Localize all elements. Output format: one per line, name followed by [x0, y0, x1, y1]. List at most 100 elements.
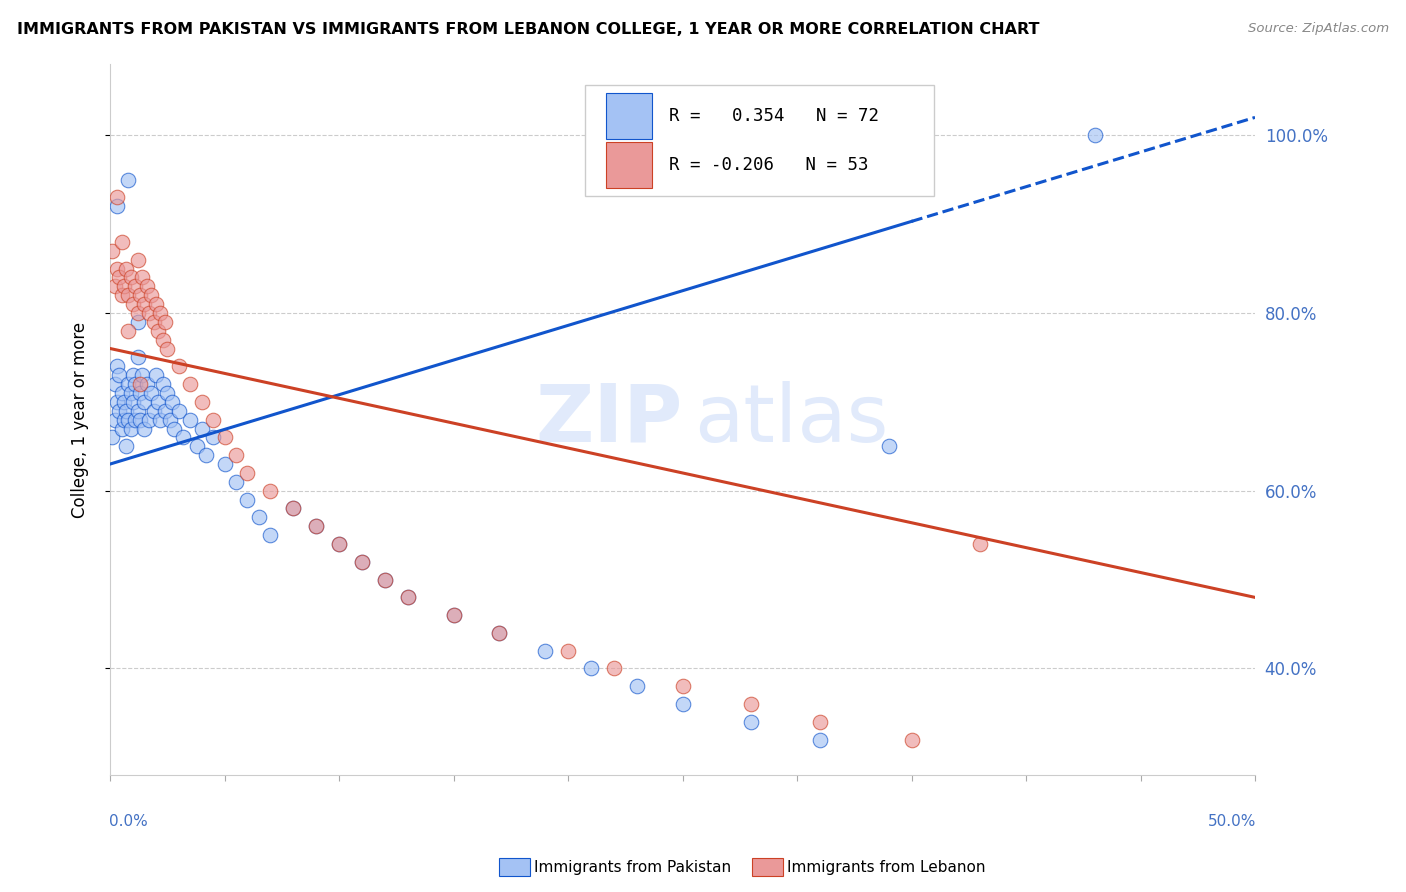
Point — [877, 439, 900, 453]
Point — [283, 501, 305, 516]
Point — [142, 315, 165, 329]
Point — [202, 412, 225, 426]
Point — [101, 430, 124, 444]
Point — [225, 475, 247, 489]
Point — [112, 412, 135, 426]
Point — [124, 377, 146, 392]
Point — [110, 386, 132, 401]
Point — [117, 288, 139, 302]
Point — [740, 697, 762, 711]
Point — [145, 297, 167, 311]
Point — [443, 608, 465, 623]
Point — [153, 315, 176, 329]
Point — [603, 661, 626, 675]
Point — [124, 279, 146, 293]
Point — [138, 412, 160, 426]
Text: Immigrants from Lebanon: Immigrants from Lebanon — [787, 860, 986, 874]
Point — [120, 421, 142, 435]
Point — [671, 679, 693, 693]
Point — [134, 421, 156, 435]
Point — [104, 412, 127, 426]
Point — [120, 270, 142, 285]
Point — [225, 448, 247, 462]
Point — [374, 573, 396, 587]
Point — [149, 412, 172, 426]
Point — [120, 386, 142, 401]
Point — [117, 377, 139, 392]
Point — [122, 297, 145, 311]
Point — [190, 421, 212, 435]
Point — [112, 279, 135, 293]
Point — [105, 359, 128, 374]
Point — [115, 261, 138, 276]
Point — [152, 333, 174, 347]
Point — [117, 324, 139, 338]
Point — [141, 288, 163, 302]
Point — [105, 199, 128, 213]
Point — [557, 644, 579, 658]
Point — [127, 403, 149, 417]
Point — [122, 368, 145, 383]
Point — [186, 439, 208, 453]
Point — [214, 457, 236, 471]
Point — [259, 528, 281, 542]
Point — [374, 573, 396, 587]
Text: 50.0%: 50.0% — [1208, 814, 1256, 830]
Point — [115, 439, 138, 453]
Point — [142, 403, 165, 417]
Point — [534, 644, 557, 658]
Bar — [585, 86, 935, 195]
Point — [179, 377, 201, 392]
Text: IMMIGRANTS FROM PAKISTAN VS IMMIGRANTS FROM LEBANON COLLEGE, 1 YEAR OR MORE CORR: IMMIGRANTS FROM PAKISTAN VS IMMIGRANTS F… — [17, 22, 1039, 37]
Point — [134, 394, 156, 409]
Text: Source: ZipAtlas.com: Source: ZipAtlas.com — [1249, 22, 1389, 36]
Text: ZIP: ZIP — [536, 381, 682, 458]
Point — [152, 377, 174, 392]
Point — [283, 501, 305, 516]
Point — [350, 555, 373, 569]
Point — [214, 430, 236, 444]
Point — [167, 403, 190, 417]
Point — [146, 394, 169, 409]
Bar — [606, 93, 651, 139]
Point — [105, 261, 128, 276]
Point — [740, 714, 762, 729]
Point — [115, 403, 138, 417]
Point — [236, 492, 259, 507]
Point — [443, 608, 465, 623]
Point — [128, 386, 150, 401]
Point — [112, 394, 135, 409]
Point — [149, 306, 172, 320]
Point — [108, 403, 131, 417]
Point — [122, 394, 145, 409]
Point — [146, 324, 169, 338]
Bar — [606, 142, 651, 188]
Point — [105, 394, 128, 409]
Point — [396, 591, 419, 605]
Point — [328, 537, 350, 551]
Point — [127, 351, 149, 365]
Point — [350, 555, 373, 569]
Point — [124, 412, 146, 426]
Point — [117, 172, 139, 186]
Text: R = -0.206   N = 53: R = -0.206 N = 53 — [669, 156, 869, 174]
Point — [117, 412, 139, 426]
Point — [156, 386, 179, 401]
Text: R =   0.354   N = 72: R = 0.354 N = 72 — [669, 107, 879, 125]
Point — [128, 288, 150, 302]
Point — [135, 279, 157, 293]
Y-axis label: College, 1 year or more: College, 1 year or more — [72, 321, 89, 517]
Point — [156, 342, 179, 356]
Point — [579, 661, 602, 675]
Point — [259, 483, 281, 498]
Point — [172, 430, 194, 444]
Point — [108, 270, 131, 285]
Point — [195, 448, 218, 462]
Point — [159, 412, 181, 426]
Point — [110, 288, 132, 302]
Point — [328, 537, 350, 551]
Point — [128, 377, 150, 392]
Point — [110, 235, 132, 249]
Point — [488, 626, 510, 640]
Point — [179, 412, 201, 426]
